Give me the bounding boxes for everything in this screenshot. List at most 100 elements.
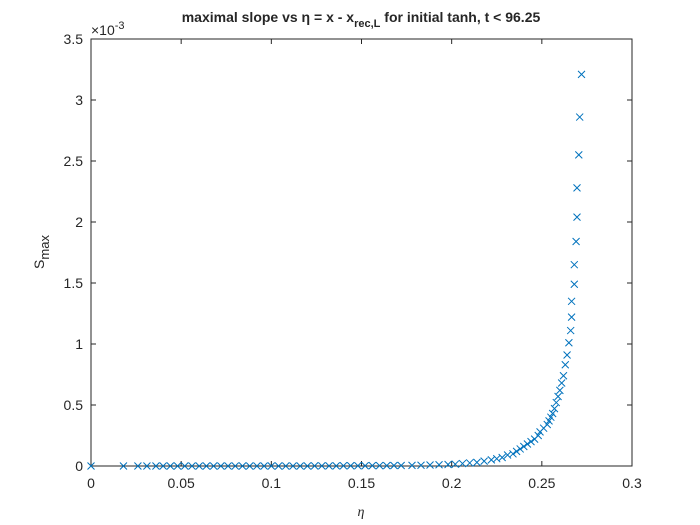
marker: [512, 447, 521, 456]
marker: [325, 462, 333, 470]
y-tick-label: 1.5: [64, 275, 84, 291]
marker: [238, 462, 247, 470]
marker: [346, 461, 355, 470]
marker: [173, 462, 182, 470]
marker: [574, 151, 583, 159]
marker: [397, 461, 406, 470]
marker: [166, 462, 175, 470]
marker: [480, 457, 488, 465]
y-tick-label: 1: [75, 336, 83, 352]
marker: [573, 183, 581, 192]
marker: [552, 398, 561, 407]
marker: [310, 462, 319, 470]
marker: [570, 260, 579, 269]
marker: [566, 326, 575, 335]
marker: [260, 462, 268, 470]
marker: [281, 462, 290, 470]
marker: [289, 462, 297, 470]
marker: [143, 462, 151, 470]
marker: [339, 461, 348, 470]
marker: [534, 431, 543, 440]
marker: [577, 70, 586, 79]
y-exponent-power: -3: [115, 20, 125, 32]
marker: [274, 462, 283, 470]
x-tick-label: 0.05: [168, 475, 195, 491]
marker: [548, 409, 557, 418]
marker: [451, 460, 460, 469]
marker: [550, 404, 559, 413]
marker: [87, 462, 95, 470]
y-exponent-base: ×10: [91, 22, 115, 38]
title-subscript: rec,L: [354, 18, 381, 30]
marker: [224, 462, 232, 470]
marker: [572, 237, 580, 246]
marker: [563, 351, 571, 359]
y-axis-label: Smax: [31, 235, 52, 269]
marker: [253, 462, 261, 470]
marker: [245, 462, 254, 470]
marker: [575, 113, 584, 121]
y-tick-label: 2.5: [64, 153, 84, 169]
marker: [188, 462, 196, 470]
x-tick-label: 0.2: [442, 475, 462, 491]
marker: [417, 461, 425, 470]
marker: [426, 461, 434, 469]
marker: [354, 461, 362, 470]
plot-box: [90, 38, 633, 467]
marker: [567, 313, 576, 322]
marker: [546, 413, 555, 422]
marker: [543, 420, 552, 429]
marker: [556, 386, 564, 395]
chart-title: maximal slope vs η = x - xrec,L for init…: [182, 9, 541, 30]
marker: [567, 297, 576, 306]
marker: [458, 459, 467, 468]
title-main: maximal slope vs η = x - x: [182, 9, 355, 25]
x-tick-label: 0.1: [262, 475, 282, 491]
marker: [361, 461, 369, 470]
y-tick-label: 3: [75, 92, 83, 108]
marker: [519, 442, 528, 451]
marker: [390, 461, 398, 470]
marker: [516, 445, 525, 453]
marker: [527, 437, 535, 446]
x-tick-label: 0.25: [528, 475, 555, 491]
marker: [465, 459, 474, 467]
marker: [152, 462, 160, 470]
marker: [561, 360, 570, 369]
marker: [296, 462, 305, 470]
marker: [159, 462, 167, 470]
marker: [375, 461, 384, 470]
marker: [134, 462, 142, 470]
marker: [523, 440, 532, 448]
marker: [557, 379, 566, 387]
marker: [317, 462, 326, 470]
marker: [565, 338, 573, 347]
marker: [570, 280, 579, 289]
marker: [559, 371, 568, 380]
marker: [545, 417, 553, 425]
marker: [202, 462, 211, 470]
marker: [498, 453, 507, 462]
y-tick-label: 0.5: [64, 397, 84, 413]
marker: [180, 462, 189, 470]
marker: [216, 462, 225, 470]
y-tick-label: 3.5: [64, 31, 84, 47]
marker: [231, 462, 240, 470]
y-exponent: ×10-3: [91, 20, 125, 38]
x-tick-label: 0.3: [622, 475, 642, 491]
marker: [209, 462, 218, 470]
y-tick-label: 2: [75, 214, 83, 230]
marker: [267, 462, 276, 470]
x-tick-label: 0.15: [348, 475, 375, 491]
y-tick-label: 0: [75, 458, 83, 474]
marker: [332, 462, 341, 470]
title-end: for initial tanh, t < 96.25: [380, 9, 540, 25]
marker: [554, 392, 562, 401]
marker: [408, 461, 416, 470]
y-label-subscript: max: [37, 235, 52, 260]
marker: [444, 460, 452, 469]
marker: [382, 461, 391, 470]
marker: [303, 462, 312, 470]
marker: [473, 458, 481, 467]
